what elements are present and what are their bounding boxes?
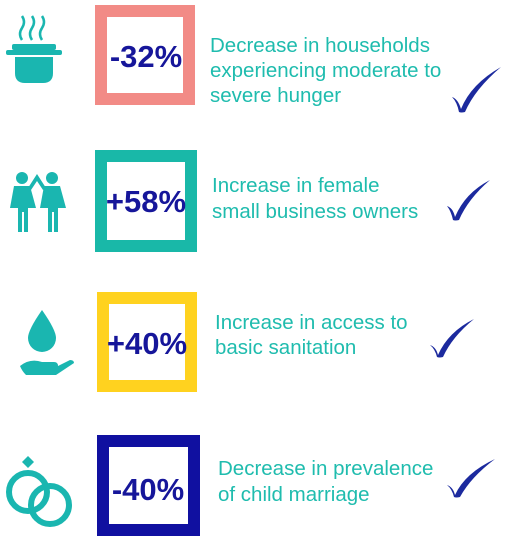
description: small business owners: [212, 200, 418, 223]
checkmark: [452, 67, 501, 113]
description: basic sanitation: [215, 336, 356, 359]
row: -40% Decrease in prevalence of child mar…: [6, 435, 495, 536]
description: Decrease in prevalence: [218, 457, 433, 480]
value: +40%: [107, 326, 187, 361]
women-icon: [10, 172, 66, 232]
description: severe hunger: [210, 84, 341, 107]
pot-icon: [6, 15, 62, 83]
description: Increase in female: [212, 174, 380, 197]
description: Decrease in households: [210, 34, 430, 57]
value: +58%: [106, 184, 186, 219]
value-box: [97, 292, 197, 392]
checkmark: [430, 319, 474, 358]
row: -32% Decrease in households experiencing…: [6, 5, 501, 113]
value-box: [95, 5, 195, 105]
value-box: [95, 150, 197, 252]
water-icon: [20, 310, 74, 375]
rings-icon: [6, 456, 72, 527]
value: -40%: [112, 472, 184, 507]
value-box: [97, 435, 200, 536]
description: Increase in access to: [215, 311, 408, 334]
description: of child marriage: [218, 483, 370, 506]
checkmark: [447, 459, 495, 498]
row: +58% Increase in female small business o…: [10, 150, 490, 252]
value: -32%: [110, 39, 182, 74]
description: experiencing moderate to: [210, 59, 441, 82]
row: +40% Increase in access to basic sanitat…: [20, 292, 474, 392]
checkmark: [447, 180, 490, 221]
